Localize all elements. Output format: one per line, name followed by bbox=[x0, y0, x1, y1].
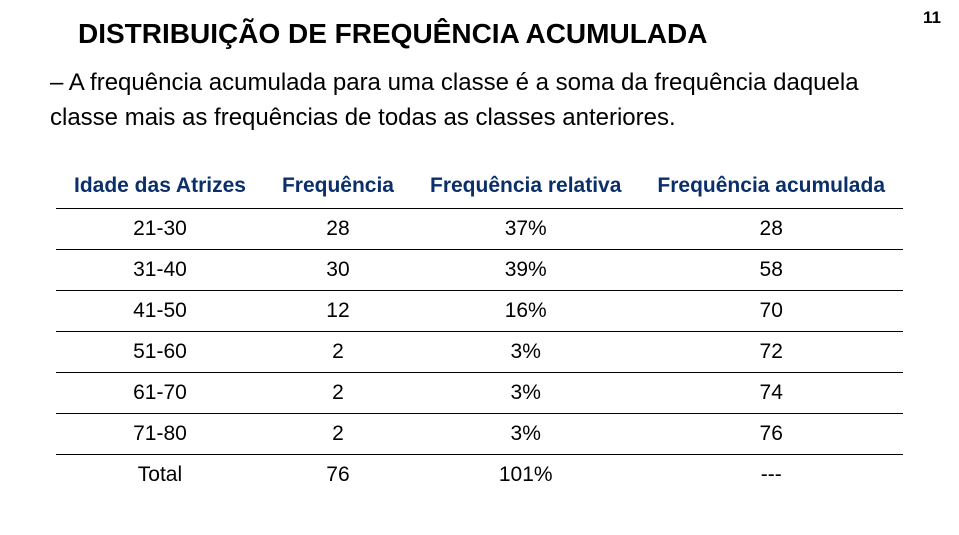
cell: 72 bbox=[639, 331, 903, 372]
cell: 51-60 bbox=[56, 331, 264, 372]
table-total-row: Total 76 101% --- bbox=[56, 454, 903, 495]
cell: 70 bbox=[639, 290, 903, 331]
cell: 2 bbox=[264, 331, 412, 372]
col-header: Idade das Atrizes bbox=[56, 164, 264, 209]
cell: 28 bbox=[639, 208, 903, 249]
cell: 37% bbox=[412, 208, 639, 249]
cell: 12 bbox=[264, 290, 412, 331]
cell: 31-40 bbox=[56, 249, 264, 290]
cell: 28 bbox=[264, 208, 412, 249]
cell: 76 bbox=[639, 413, 903, 454]
cell: 39% bbox=[412, 249, 639, 290]
col-header: Frequência bbox=[264, 164, 412, 209]
cell: 2 bbox=[264, 413, 412, 454]
cell: 2 bbox=[264, 372, 412, 413]
table-row: 41-50 12 16% 70 bbox=[56, 290, 903, 331]
table-row: 21-30 28 37% 28 bbox=[56, 208, 903, 249]
cell: 3% bbox=[412, 372, 639, 413]
table-row: 61-70 2 3% 74 bbox=[56, 372, 903, 413]
cell: 61-70 bbox=[56, 372, 264, 413]
table-row: 51-60 2 3% 72 bbox=[56, 331, 903, 372]
cell: --- bbox=[639, 454, 903, 495]
cell: 3% bbox=[412, 331, 639, 372]
col-header: Frequência relativa bbox=[412, 164, 639, 209]
cell: Total bbox=[56, 454, 264, 495]
cell: 101% bbox=[412, 454, 639, 495]
page-title: DISTRIBUIÇÃO DE FREQUÊNCIA ACUMULADA bbox=[78, 18, 909, 50]
cell: 16% bbox=[412, 290, 639, 331]
table-header-row: Idade das Atrizes Frequência Frequência … bbox=[56, 164, 903, 209]
cell: 30 bbox=[264, 249, 412, 290]
table-row: 31-40 30 39% 58 bbox=[56, 249, 903, 290]
page-number: 11 bbox=[923, 8, 941, 28]
cell: 74 bbox=[639, 372, 903, 413]
cell: 3% bbox=[412, 413, 639, 454]
cell: 58 bbox=[639, 249, 903, 290]
col-header: Frequência acumulada bbox=[639, 164, 903, 209]
cell: 71-80 bbox=[56, 413, 264, 454]
table-row: 71-80 2 3% 76 bbox=[56, 413, 903, 454]
cell: 41-50 bbox=[56, 290, 264, 331]
frequency-table: Idade das Atrizes Frequência Frequência … bbox=[56, 164, 903, 495]
cell: 21-30 bbox=[56, 208, 264, 249]
cell: 76 bbox=[264, 454, 412, 495]
body-text: – A frequência acumulada para uma classe… bbox=[50, 66, 909, 136]
